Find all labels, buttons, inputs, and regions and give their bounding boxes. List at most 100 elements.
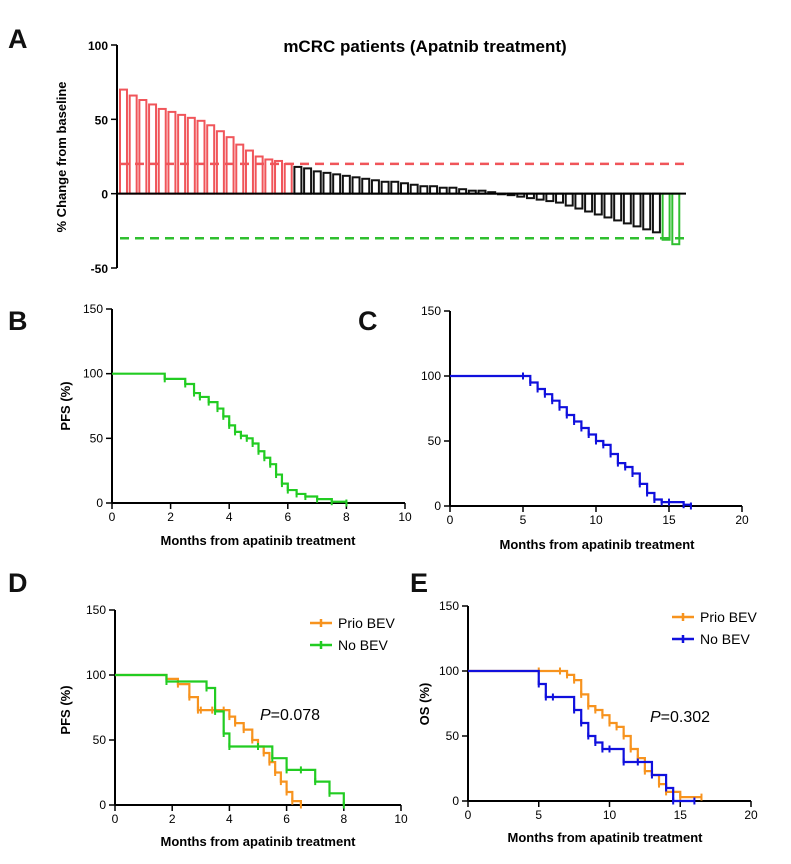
chart-c-x-tick-label: 20	[735, 513, 749, 527]
chart-a-y-tick-label: 100	[88, 39, 108, 53]
waterfall-bar	[622, 192, 632, 225]
pfs-by-bev-chart: Months from apatinib treatment PFS (%) P…	[58, 603, 408, 849]
waterfall-bar	[167, 110, 177, 195]
chart-e-y-tick-label: 50	[446, 729, 460, 743]
chart-e-pvalue: P=0.302	[650, 709, 710, 726]
waterfall-bar	[119, 88, 128, 195]
waterfall-bar	[593, 192, 603, 216]
waterfall-bar	[661, 192, 671, 241]
waterfall-bar	[148, 103, 158, 195]
waterfall-chart: mCRC patients (Apatnib treatment) % Chan…	[54, 37, 690, 276]
waterfall-bar	[390, 180, 400, 195]
chart-c-y-tick-label: 50	[428, 434, 442, 448]
waterfall-bar	[341, 174, 351, 195]
waterfall-bar	[370, 179, 380, 195]
chart-e-y-tick-label: 150	[439, 599, 459, 613]
chart-d-xlabel: Months from apatinib treatment	[160, 834, 356, 849]
chart-a-y-tick-label: 0	[101, 188, 108, 202]
waterfall-bar	[419, 185, 429, 195]
panel-letter-d: D	[8, 568, 28, 598]
chart-d-pvalue: P=0.078	[260, 707, 320, 724]
waterfall-bar	[215, 130, 225, 195]
chart-b-x-tick-label: 6	[284, 510, 291, 524]
chart-d-x-tick-label: 10	[394, 812, 408, 826]
waterfall-bar	[555, 192, 565, 204]
chart-b-y-tick-label: 0	[96, 496, 103, 510]
chart-e-x-tick-label: 5	[535, 808, 542, 822]
waterfall-bar	[642, 192, 652, 231]
chart-e-x-tick-label: 0	[465, 808, 472, 822]
waterfall-bar	[545, 192, 555, 203]
pfs-chart: Months from apatinib treatment PFS (%) 0…	[58, 302, 412, 548]
waterfall-bar	[244, 149, 254, 195]
chart-c-x-tick-label: 15	[662, 513, 676, 527]
chart-c-y-tick-label: 100	[421, 369, 441, 383]
waterfall-bar	[671, 192, 681, 246]
waterfall-bar	[400, 182, 409, 195]
waterfall-bar	[651, 192, 661, 234]
waterfall-bar	[361, 177, 371, 195]
waterfall-bar	[564, 192, 574, 207]
chart-d-ylabel: PFS (%)	[58, 685, 73, 734]
chart-b-y-tick-label: 50	[90, 431, 104, 445]
waterfall-bar	[196, 119, 206, 195]
chart-b-x-tick-label: 8	[343, 510, 350, 524]
waterfall-bar	[283, 162, 293, 195]
chart-d-y-tick-label: 150	[86, 603, 106, 617]
waterfall-bar	[254, 155, 264, 195]
waterfall-bar	[157, 107, 167, 195]
chart-d-legend-label-2: No BEV	[338, 637, 388, 653]
chart-d-x-tick-label: 6	[283, 812, 290, 826]
chart-b-x-tick-label: 0	[109, 510, 116, 524]
chart-e-x-tick-label: 15	[674, 808, 688, 822]
waterfall-bar	[332, 173, 342, 195]
waterfall-bar	[429, 185, 439, 195]
waterfall-bar	[603, 192, 613, 219]
chart-c-x-tick-label: 0	[447, 513, 454, 527]
chart-d-x-tick-label: 8	[340, 812, 347, 826]
panel-letter-e: E	[410, 568, 428, 598]
chart-e-y-tick-label: 0	[452, 794, 459, 808]
chart-b-x-tick-label: 10	[398, 510, 412, 524]
waterfall-bar	[632, 192, 642, 228]
waterfall-bar	[177, 113, 187, 195]
chart-d-y-tick-label: 0	[99, 798, 106, 812]
waterfall-bar	[235, 143, 245, 195]
waterfall-bar	[351, 176, 361, 195]
os-chart: Months from apatinib treatment 050100150…	[421, 304, 749, 552]
waterfall-bar	[380, 180, 390, 195]
chart-d-km-curve	[115, 673, 345, 805]
waterfall-bar	[584, 192, 594, 213]
chart-d-x-tick-label: 0	[112, 812, 119, 826]
chart-d-y-tick-label: 50	[93, 733, 107, 747]
waterfall-bar	[312, 170, 322, 195]
chart-e-y-tick-label: 100	[439, 664, 459, 678]
chart-b-y-tick-label: 100	[83, 367, 103, 381]
waterfall-bar	[574, 192, 584, 210]
panel-letter-a: A	[8, 24, 28, 54]
chart-d-x-tick-label: 2	[169, 812, 176, 826]
os-by-bev-chart: Months from apatinib treatment OS (%) P=…	[417, 599, 758, 845]
chart-b-y-tick-label: 150	[83, 302, 103, 316]
chart-e-xlabel: Months from apatinib treatment	[507, 830, 703, 845]
waterfall-bar	[128, 94, 138, 195]
chart-d-y-tick-label: 100	[86, 668, 106, 682]
chart-b-x-tick-label: 2	[167, 510, 174, 524]
chart-e-ylabel: OS (%)	[417, 683, 432, 726]
chart-d-km-curve	[115, 673, 302, 805]
waterfall-bar	[138, 99, 148, 195]
waterfall-bar	[206, 124, 216, 195]
chart-b-ylabel: PFS (%)	[58, 381, 73, 430]
chart-e-x-tick-label: 10	[603, 808, 617, 822]
panel-letter-c: C	[358, 306, 378, 336]
waterfall-bar	[274, 159, 284, 195]
chart-c-x-tick-label: 5	[520, 513, 527, 527]
chart-c-y-tick-label: 0	[434, 499, 441, 513]
chart-a-title: mCRC patients (Apatnib treatment)	[283, 37, 566, 56]
chart-c-xlabel: Months from apatinib treatment	[499, 537, 695, 552]
waterfall-bar	[409, 183, 419, 195]
chart-c-y-tick-label: 150	[421, 304, 441, 318]
chart-d-legend-label-1: Prio BEV	[338, 615, 395, 631]
chart-d-x-tick-label: 4	[226, 812, 233, 826]
